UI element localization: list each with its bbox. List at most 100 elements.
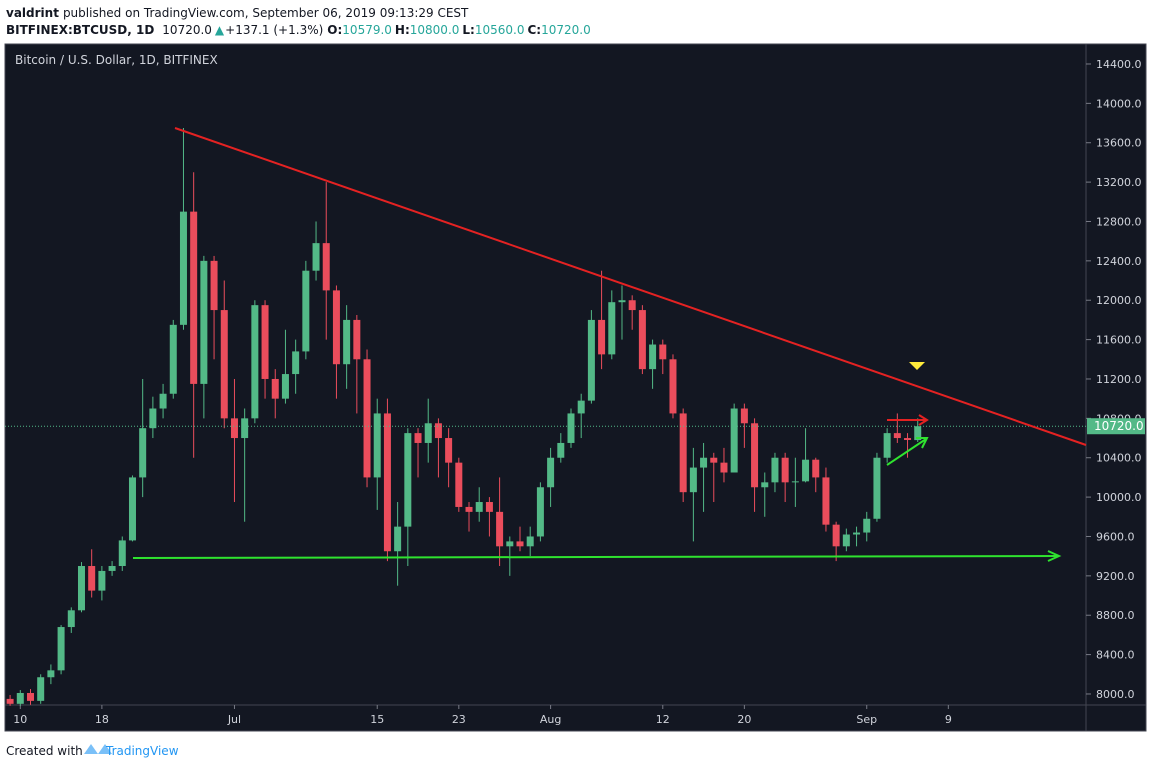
candle-body	[455, 462, 463, 507]
x-tick-label: 12	[656, 713, 670, 726]
change: +137.1 (+1.3%)	[225, 23, 323, 37]
candle-body	[363, 359, 371, 478]
candle-body	[445, 438, 453, 463]
candle-body	[230, 418, 238, 439]
candle-body	[281, 374, 289, 399]
candle-body	[802, 459, 810, 482]
open: 10579.0	[342, 23, 392, 37]
candle-body	[179, 211, 187, 325]
candle-body	[220, 310, 228, 419]
last-price-label: 10720.0	[1094, 419, 1144, 433]
candle-body	[383, 413, 391, 552]
candle-body	[271, 378, 279, 399]
x-tick-label: Jul	[227, 713, 241, 726]
candle-body	[496, 511, 504, 547]
candle-body	[781, 457, 789, 483]
candle-body	[526, 536, 534, 547]
candle-body	[659, 344, 667, 360]
candle-body	[863, 518, 871, 533]
candle-body	[883, 433, 891, 458]
symbol: BITFINEX:BTCUSD, 1D	[6, 23, 154, 37]
close: 10720.0	[541, 23, 591, 37]
candle-body	[292, 351, 300, 375]
candle-body	[128, 477, 136, 541]
x-tick-label: 20	[737, 713, 751, 726]
x-tick-label: 18	[95, 713, 109, 726]
candle-body	[893, 433, 901, 439]
candle-body	[689, 467, 697, 493]
x-tick-label: Aug	[540, 713, 561, 726]
y-tick-label: 8000.0	[1096, 688, 1135, 701]
y-tick-label: 12800.0	[1096, 215, 1142, 228]
candle-body	[873, 457, 881, 519]
y-tick-label: 8800.0	[1096, 609, 1135, 622]
candle-body	[628, 300, 636, 311]
y-tick-label: 10000.0	[1096, 491, 1142, 504]
candle-body	[57, 627, 65, 671]
candle-body	[730, 408, 738, 473]
candle-body	[98, 570, 106, 591]
candle-body	[414, 433, 422, 443]
candle-body	[424, 423, 432, 443]
y-tick-label: 9200.0	[1096, 570, 1135, 583]
yellow-marker	[909, 362, 925, 370]
candle-body	[649, 344, 657, 370]
candle-body	[679, 413, 687, 493]
candle-body	[343, 319, 351, 365]
support-line	[132, 555, 1059, 559]
candle-body	[751, 423, 759, 488]
chart-title: Bitcoin / U.S. Dollar, 1D, BITFINEX	[15, 53, 218, 67]
x-tick-label: 9	[945, 713, 952, 726]
candle-body	[506, 541, 514, 547]
candle-body	[332, 290, 340, 365]
candle-body	[108, 566, 116, 571]
x-tick-label: 15	[370, 713, 384, 726]
candle-body	[598, 319, 606, 355]
candle-body	[47, 670, 55, 678]
price: 10720.0	[162, 23, 212, 37]
footer-brand: TradingView	[105, 744, 179, 758]
candle-body	[740, 408, 748, 424]
candle-body	[577, 400, 585, 414]
candle-body	[139, 428, 147, 478]
candle-body	[822, 477, 830, 525]
candle-body	[373, 413, 381, 478]
candle-body	[842, 534, 850, 547]
candle-body	[465, 506, 473, 512]
green-arrow	[886, 438, 927, 466]
candle-body	[149, 408, 157, 429]
candle-body	[434, 423, 442, 439]
candle-body	[16, 692, 24, 704]
candle-body	[832, 524, 840, 547]
author: valdrint	[6, 6, 59, 20]
y-tick-label: 10400.0	[1096, 452, 1142, 465]
close-label: C:	[527, 23, 541, 37]
candle-body	[771, 457, 779, 483]
candle-body	[67, 610, 75, 628]
y-tick-label: 12400.0	[1096, 255, 1142, 268]
x-tick-label: 23	[452, 713, 466, 726]
candle-body	[6, 698, 14, 704]
candle-body	[404, 433, 412, 527]
y-tick-label: 13600.0	[1096, 137, 1142, 150]
candle-body	[669, 359, 677, 414]
candle-body	[914, 426, 922, 441]
y-tick-label: 14400.0	[1096, 58, 1142, 71]
candle-body	[710, 457, 718, 463]
candle-body	[261, 305, 269, 379]
high: 10800.0	[410, 23, 460, 37]
red-arrow-head	[918, 414, 929, 426]
y-tick-label: 14000.0	[1096, 97, 1142, 110]
header-line-2: BITFINEX:BTCUSD, 1D 10720.0 ▲+137.1 (+1.3%…	[6, 23, 591, 37]
candle-body	[251, 305, 259, 419]
last-price-box	[1087, 418, 1145, 435]
y-tick-label: 12000.0	[1096, 294, 1142, 307]
candle-body	[904, 438, 912, 441]
x-tick-label: Sep	[856, 713, 877, 726]
candle-body	[322, 243, 330, 291]
candle-body	[638, 310, 646, 370]
candle-body	[720, 462, 728, 473]
low-label: L:	[462, 23, 474, 37]
candle-body	[26, 692, 34, 701]
candle-body	[608, 302, 616, 355]
